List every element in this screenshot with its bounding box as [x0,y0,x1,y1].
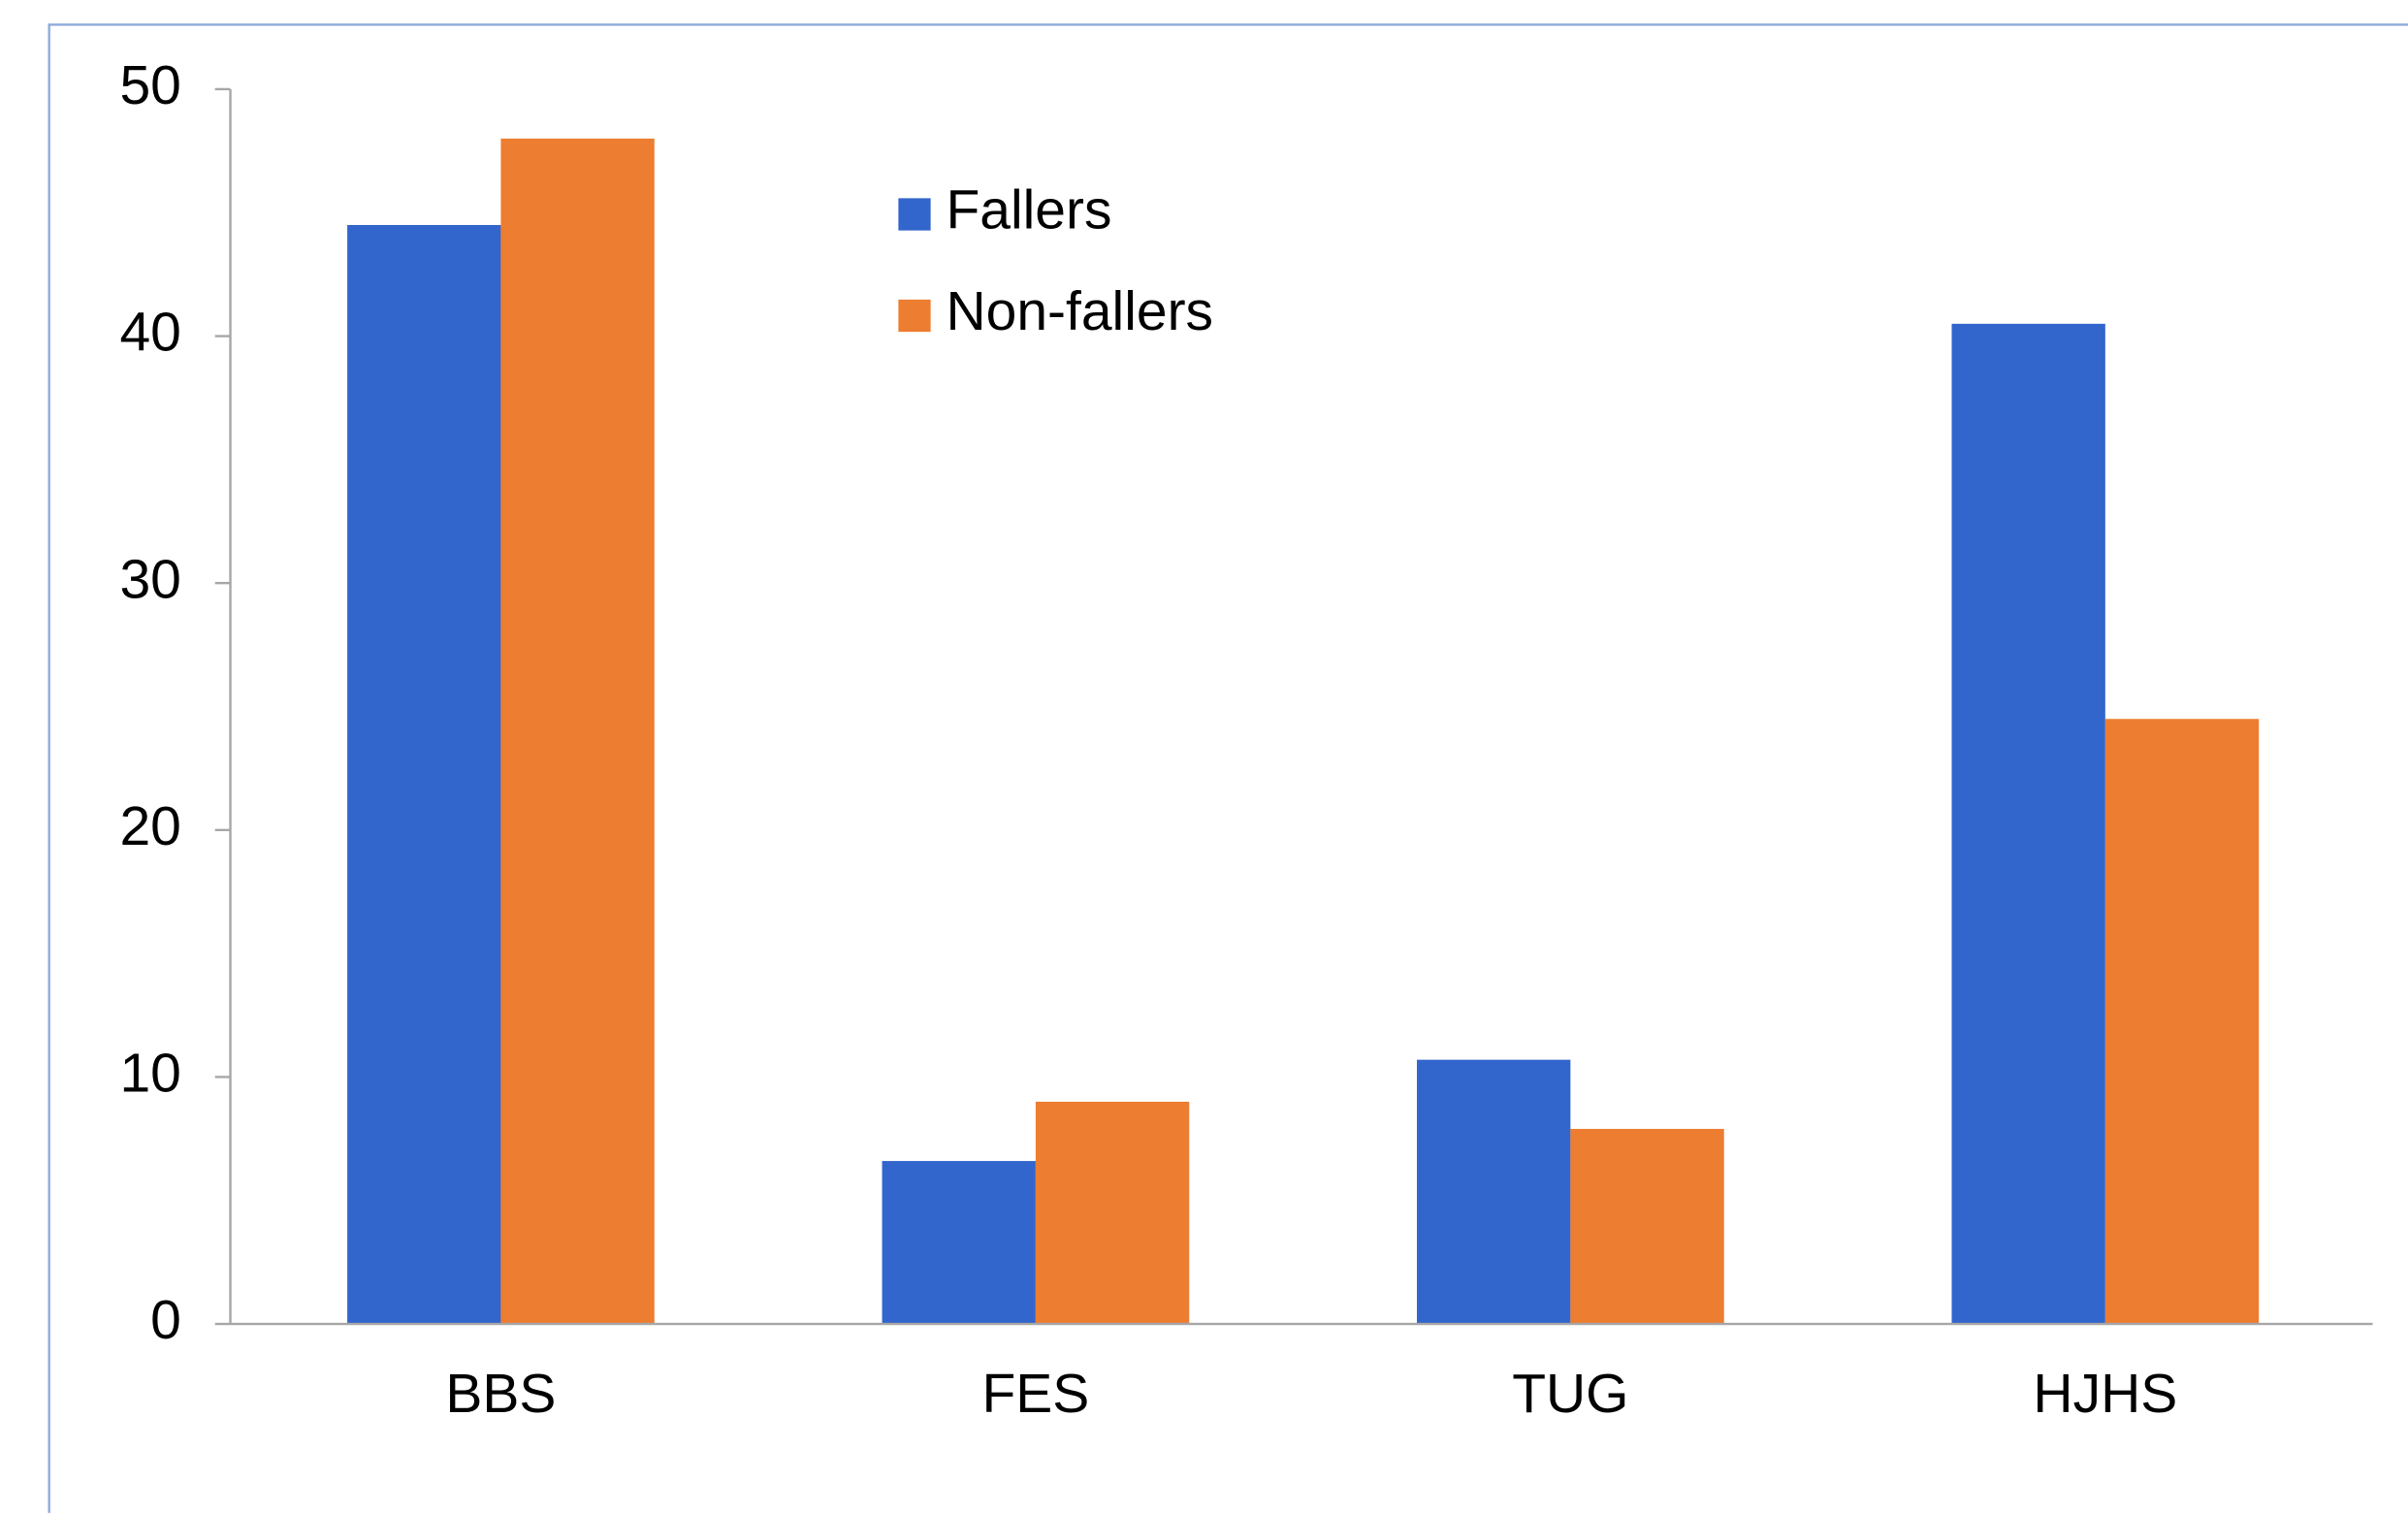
bar [1570,1128,1724,1325]
y-tick-label: 10 [119,1043,180,1105]
bar [1951,323,2105,1325]
y-tick-label: 50 [119,54,180,116]
bar [2104,719,2260,1325]
y-tick-label: 40 [119,302,180,364]
x-tick-label: FES [981,1363,1089,1425]
bar [1417,1059,1571,1325]
y-tick-label: 30 [119,548,180,610]
legend-label: Non-fallers [946,280,1213,342]
bar [500,138,655,1325]
x-tick-label: BBS [445,1363,556,1425]
frame [48,23,2408,1513]
x-tick-label: HJHS [2033,1363,2177,1425]
y-tick-label: 0 [150,1289,181,1351]
bar [882,1161,1036,1325]
x-tick-label: TUG [1512,1363,1628,1425]
legend-label: Fallers [946,178,1111,241]
legend-swatch [898,299,931,333]
bar [347,224,501,1325]
legend-swatch [898,198,931,231]
y-tick-label: 20 [119,795,180,857]
bar [1035,1101,1190,1325]
